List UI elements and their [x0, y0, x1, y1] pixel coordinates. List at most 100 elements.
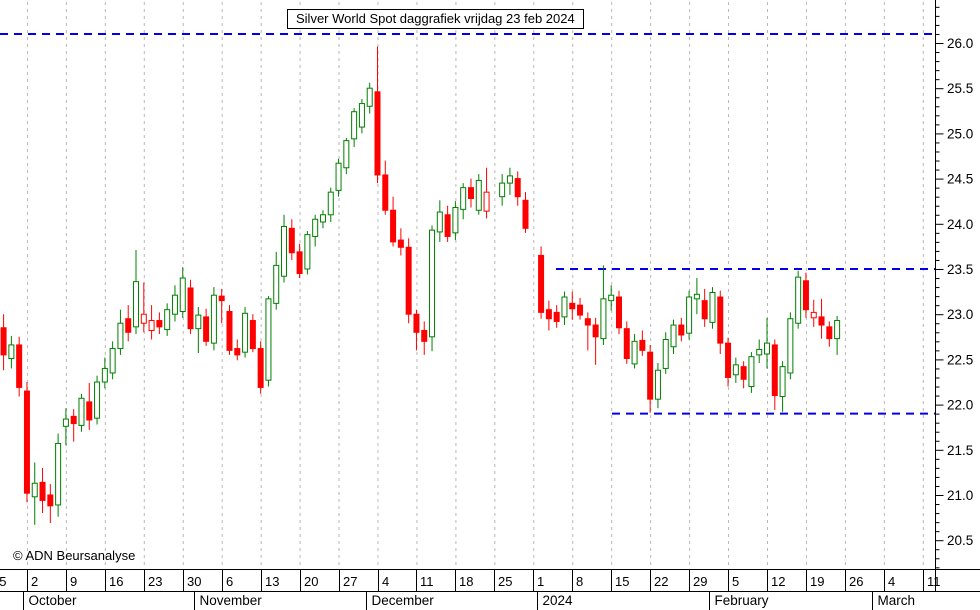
candle-body: [717, 296, 724, 344]
candle-body: [335, 162, 342, 191]
candle: [740, 361, 747, 389]
candle: [475, 174, 482, 215]
candle: [600, 265, 607, 345]
candle-body: [499, 182, 506, 198]
week-label: 22: [654, 574, 668, 589]
month-label: November: [200, 593, 263, 608]
candle-body: [343, 140, 350, 169]
candle-body: [553, 311, 560, 322]
candle-body: [670, 324, 677, 348]
week-label: 1: [537, 574, 544, 589]
candle: [397, 228, 404, 256]
candle-body: [771, 344, 778, 397]
candle-body: [561, 296, 568, 318]
candle-body: [725, 342, 732, 378]
candle: [195, 306, 202, 354]
y-axis-label: 26.0: [947, 36, 973, 51]
candle: [374, 46, 381, 184]
candle: [257, 341, 264, 394]
candle: [382, 160, 389, 215]
candle: [327, 187, 334, 222]
candle-body: [210, 294, 217, 344]
candle: [592, 317, 599, 365]
week-label: 19: [810, 574, 824, 589]
candle-body: [16, 344, 23, 388]
candle-body: [452, 207, 459, 234]
candle-body: [623, 328, 630, 359]
y-axis-label: 22.5: [947, 352, 973, 367]
candle-body: [70, 415, 77, 425]
candle: [647, 344, 654, 413]
candle-body: [164, 309, 171, 331]
candle-body: [748, 356, 755, 388]
week-label: 16: [109, 574, 123, 589]
candle-body: [577, 304, 584, 316]
candle: [826, 321, 833, 347]
candle-body: [787, 318, 794, 374]
candle: [117, 309, 124, 355]
week-label: 13: [265, 574, 279, 589]
candle-body: [351, 111, 358, 140]
candle: [156, 312, 163, 335]
candle-body: [662, 339, 669, 369]
candle-body: [413, 313, 420, 333]
candle: [39, 467, 46, 514]
candle: [171, 285, 178, 322]
candles-layer: [0, 46, 841, 525]
candle: [623, 321, 630, 364]
level-lines: [0, 32, 935, 415]
week-label: 27: [343, 574, 357, 589]
chart-title: Silver World Spot daggrafiek vrijdag 23 …: [296, 11, 575, 26]
candle-body: [818, 316, 825, 326]
week-label: 29: [693, 574, 707, 589]
week-label: 23: [148, 574, 162, 589]
candle-body: [39, 481, 46, 501]
candle: [242, 306, 249, 358]
candle: [545, 300, 552, 331]
candle: [304, 231, 311, 275]
candle-body: [647, 351, 654, 400]
week-label: 4: [888, 574, 895, 589]
candle-body: [795, 276, 802, 324]
candle: [686, 290, 693, 340]
candle: [405, 238, 412, 324]
candle: [203, 308, 210, 346]
candle-body: [94, 381, 101, 419]
chart-title-box: Silver World Spot daggrafiek vrijdag 23 …: [287, 9, 584, 29]
candle: [732, 357, 739, 383]
candle: [444, 205, 451, 242]
y-axis: 26.0 25.5 25.0 24.5 24.0 23.5 23.0 22.5 22.0 21.5…: [935, 0, 973, 591]
candle-body: [327, 191, 334, 216]
candle: [802, 272, 809, 318]
candle: [514, 171, 521, 206]
candle-body: [203, 316, 210, 342]
week-label: 26: [849, 574, 863, 589]
candle: [662, 332, 669, 374]
candle-body: [101, 367, 108, 383]
x-axis: 2529162330613202741118251815222951219264…: [0, 569, 980, 610]
candle: [764, 317, 770, 369]
y-axis-label: 21.5: [947, 443, 973, 458]
candle-body: [834, 320, 841, 340]
candle-body: [265, 298, 272, 381]
candle-body: [764, 342, 770, 355]
week-label: 11: [420, 574, 434, 589]
candle-body: [709, 292, 716, 323]
candle-body: [304, 234, 311, 270]
candle: [366, 82, 373, 114]
candle-body: [55, 442, 62, 506]
candle-body: [242, 312, 249, 353]
candle: [70, 409, 77, 442]
candle: [748, 352, 755, 393]
week-label: 2: [31, 574, 38, 589]
candle-body: [506, 175, 513, 184]
candle: [265, 296, 272, 387]
candle: [335, 158, 342, 197]
week-label: 15: [615, 574, 629, 589]
candle-body: [78, 397, 85, 426]
candle-body: [288, 227, 295, 254]
candle-body: [62, 418, 69, 427]
candle: [499, 174, 506, 206]
candle: [810, 299, 817, 327]
